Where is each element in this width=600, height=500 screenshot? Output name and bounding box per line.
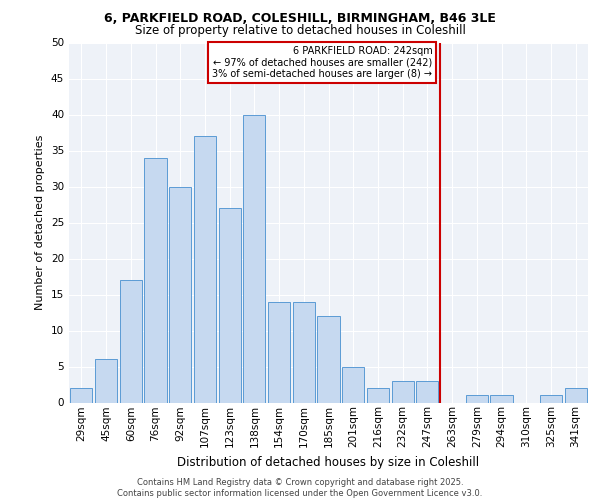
- Bar: [218, 208, 241, 402]
- Bar: [490, 396, 512, 402]
- Text: 6, PARKFIELD ROAD, COLESHILL, BIRMINGHAM, B46 3LE: 6, PARKFIELD ROAD, COLESHILL, BIRMINGHAM…: [104, 12, 496, 26]
- Y-axis label: Number of detached properties: Number of detached properties: [35, 135, 46, 310]
- Text: Size of property relative to detached houses in Coleshill: Size of property relative to detached ho…: [134, 24, 466, 37]
- Bar: [243, 114, 265, 403]
- Bar: [194, 136, 216, 402]
- Bar: [95, 360, 117, 403]
- Bar: [293, 302, 315, 402]
- X-axis label: Distribution of detached houses by size in Coleshill: Distribution of detached houses by size …: [178, 456, 479, 468]
- Text: 6 PARKFIELD ROAD: 242sqm
← 97% of detached houses are smaller (242)
3% of semi-d: 6 PARKFIELD ROAD: 242sqm ← 97% of detach…: [212, 46, 432, 80]
- Text: Contains HM Land Registry data © Crown copyright and database right 2025.
Contai: Contains HM Land Registry data © Crown c…: [118, 478, 482, 498]
- Bar: [466, 396, 488, 402]
- Bar: [342, 366, 364, 402]
- Bar: [268, 302, 290, 402]
- Bar: [317, 316, 340, 402]
- Bar: [119, 280, 142, 402]
- Bar: [540, 396, 562, 402]
- Bar: [392, 381, 414, 402]
- Bar: [367, 388, 389, 402]
- Bar: [70, 388, 92, 402]
- Bar: [169, 186, 191, 402]
- Bar: [416, 381, 439, 402]
- Bar: [145, 158, 167, 402]
- Bar: [565, 388, 587, 402]
